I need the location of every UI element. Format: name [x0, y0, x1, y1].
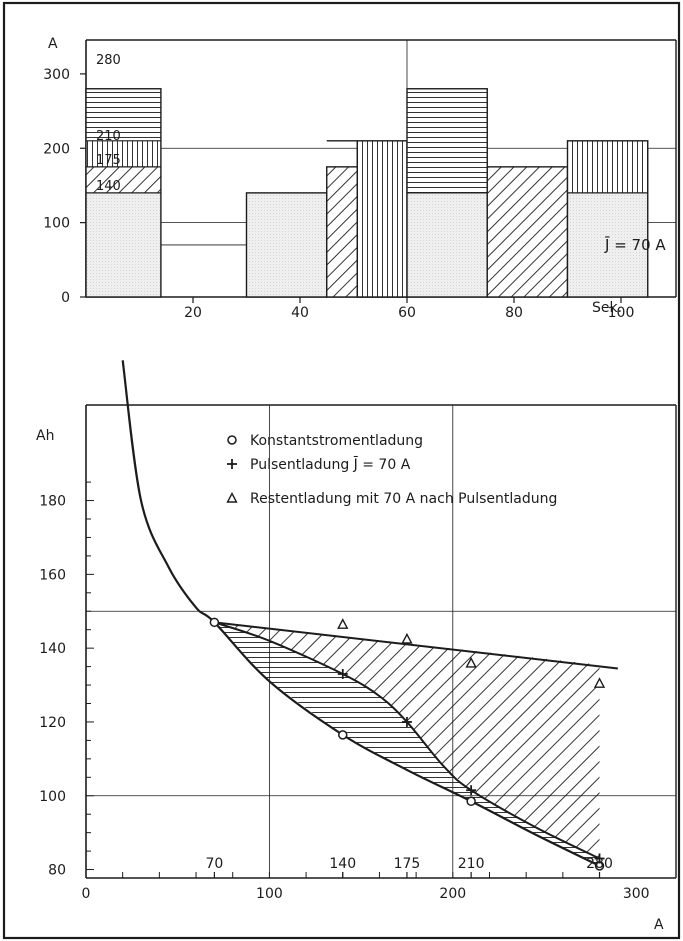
- capacity-x-tick-label: 200: [439, 886, 466, 902]
- pulse-discharge-point: [337, 668, 348, 679]
- pulse-bar-segment: [487, 166, 568, 297]
- capacity-y-tick-label: 140: [39, 641, 66, 657]
- capacity-chart-grid: [85, 404, 677, 879]
- pulse-chart-y-tick-label: 200: [43, 141, 70, 157]
- capacity-chart: 80 100 120 140 160 180 0 100 200 300 70 140 175 210 2…: [36, 360, 677, 933]
- pulse-chart-y-tick-label: 0: [61, 290, 70, 306]
- legend-label: Pulsentladung J̄ = 70 A: [250, 455, 411, 473]
- pulse-level-labels: 280 210 175 140: [96, 53, 121, 194]
- constant-current-point: [209, 617, 220, 628]
- capacity-region-diagonal-hatch: [214, 622, 600, 859]
- pulse-chart-x-tick-label: 80: [505, 305, 523, 321]
- capacity-current-marker-label: 70: [205, 856, 223, 872]
- capacity-y-tick-label: 120: [39, 715, 66, 731]
- capacity-region-horizontal-hatch: [214, 622, 600, 866]
- pulse-bar-segment: [246, 192, 327, 297]
- pulse-chart-x-tick-label: 100: [608, 305, 635, 321]
- pulse-bar-5: [486, 166, 569, 298]
- constant-current-curve: [121, 360, 601, 867]
- capacity-legend: Konstantstromentladung Pulsentladung J̄ =…: [226, 433, 557, 507]
- constant-current-point: [338, 730, 348, 740]
- pulse-chart-x-tick-label: 40: [291, 305, 309, 321]
- pulse-bar-segment: [86, 192, 161, 297]
- pulse-chart-ticks: [80, 73, 622, 303]
- pulse-bar-segment: [357, 140, 407, 297]
- capacity-chart-y-axis-label: Ah: [36, 428, 54, 444]
- capacity-x-tick-label: 0: [82, 886, 91, 902]
- pulse-bar-outline: [566, 140, 649, 298]
- capacity-data-points: [209, 617, 606, 871]
- pulse-bar-6: [566, 140, 649, 298]
- mean-current-label: J̄ = 70 A: [604, 235, 666, 254]
- capacity-x-tick-label: 100: [256, 886, 283, 902]
- pulse-discharge-point: [594, 853, 605, 864]
- legend-circle-icon: [227, 435, 237, 445]
- pulse-bar-segment: [567, 140, 648, 193]
- pulse-chart-tick-labels: 010020030020406080100120: [43, 67, 635, 321]
- capacity-current-marker-label: 175: [394, 856, 421, 872]
- pulse-discharge-point: [466, 785, 477, 796]
- residual-discharge-line: [214, 621, 618, 670]
- pulse-bar-segment: [86, 166, 161, 193]
- pulse-chart-x-tick-label: 20: [184, 305, 202, 321]
- pulse-chart-x-axis-label: Sek.: [592, 300, 622, 316]
- capacity-chart-tick-labels: 80 100 120 140 160 180 0 100 200 300: [39, 494, 649, 902]
- pulse-chart-x-tick-label: 60: [398, 305, 416, 321]
- capacity-current-marker-label: 210: [458, 856, 485, 872]
- pulse-bar-segment: [86, 140, 161, 167]
- capacity-x-tick-label: 300: [623, 886, 650, 902]
- pulse-bar-4: [406, 88, 488, 298]
- legend-label: Konstantstromentladung: [250, 433, 423, 449]
- residual-discharge-point: [593, 677, 606, 688]
- legend-label: Restentladung mit 70 A nach Pulsentladun…: [250, 491, 557, 507]
- pulse-bar-segment: [407, 192, 488, 297]
- residual-discharge-point: [465, 656, 477, 668]
- constant-current-point: [466, 796, 476, 807]
- pulse-bar-segment: [407, 88, 488, 193]
- capacity-current-marker-label: 280: [586, 856, 613, 872]
- legend-triangle-icon: [226, 492, 238, 503]
- pulse-bars: [85, 88, 649, 298]
- pulse-bar-outline: [85, 88, 162, 298]
- pulse-chart-y-axis-label: A: [48, 36, 58, 52]
- pulse-bar-1: [245, 192, 328, 298]
- capacity-current-markers: 70 140 175 210 280: [205, 856, 613, 878]
- capacity-y-tick-label: 180: [39, 494, 66, 510]
- pulse-current-chart: 010020030020406080100120 A Sek. J̄ = 70 …: [43, 36, 677, 321]
- pulse-level-label: 210: [96, 129, 121, 144]
- capacity-hatched-regions: [214, 622, 600, 866]
- pulse-level-label: 140: [96, 179, 121, 194]
- pulse-bar-segment: [567, 192, 648, 297]
- capacity-current-marker-label: 140: [329, 856, 356, 872]
- capacity-y-tick-label: 80: [48, 863, 66, 879]
- capacity-y-tick-label: 100: [39, 789, 66, 805]
- pulse-bar-0: [85, 88, 162, 298]
- pulse-chart-y-tick-label: 300: [43, 67, 70, 83]
- capacity-y-tick-label: 160: [39, 567, 66, 583]
- residual-discharge-point: [401, 632, 413, 644]
- pulse-chart-y-tick-label: 100: [43, 216, 70, 232]
- pulse-level-label: 175: [96, 153, 121, 168]
- residual-discharge-point: [337, 618, 349, 629]
- pulse-discharge-point: [401, 716, 412, 727]
- pulse-level-label: 280: [96, 53, 121, 68]
- capacity-chart-x-axis-label: A: [654, 917, 664, 933]
- pulse-bar-segment: [86, 88, 161, 141]
